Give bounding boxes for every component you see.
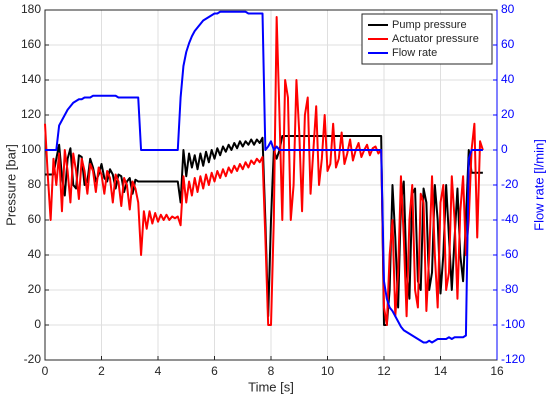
y2-tick-label: -40 (501, 212, 519, 226)
y-tick-label: 20 (28, 282, 42, 296)
y-tick-label: 120 (21, 107, 41, 121)
x-axis-label: Time [s] (248, 379, 294, 394)
series-line (44, 16, 484, 326)
y-tick-label: -20 (24, 352, 42, 366)
y-tick-label: 0 (34, 317, 41, 331)
x-tick-label: 14 (434, 364, 448, 378)
x-tick-label: 4 (155, 364, 162, 378)
y2-tick-label: -100 (501, 317, 525, 331)
y2-axis-label: Flow rate [l/min] (531, 139, 546, 231)
y-tick-label: 100 (21, 142, 41, 156)
y-tick-label: 80 (28, 177, 42, 191)
x-tick-label: 6 (211, 364, 218, 378)
x-tick-label: 16 (490, 364, 504, 378)
legend-label: Flow rate (392, 47, 437, 59)
y-tick-label: 180 (21, 2, 41, 16)
y-tick-label: 40 (28, 247, 42, 261)
y2-tick-label: -80 (501, 282, 519, 296)
y2-tick-label: 20 (501, 107, 515, 121)
legend-label: Actuator pressure (392, 33, 479, 45)
y2-tick-label: 40 (501, 72, 515, 86)
y2-tick-label: 0 (501, 142, 508, 156)
y-tick-label: 160 (21, 37, 41, 51)
y2-tick-label: -60 (501, 247, 519, 261)
x-tick-label: 10 (321, 364, 335, 378)
y2-tick-label: -120 (501, 352, 525, 366)
y2-tick-label: 60 (501, 37, 515, 51)
x-tick-label: 2 (98, 364, 105, 378)
y-axis-label: Pressure [bar] (3, 144, 18, 226)
legend-label: Pump pressure (392, 19, 467, 31)
series-line (45, 10, 483, 344)
y-tick-label: 140 (21, 72, 41, 86)
y2-tick-label: -20 (501, 177, 519, 191)
x-tick-label: 12 (377, 364, 391, 378)
y2-tick-label: 80 (501, 2, 515, 16)
x-tick-label: 8 (268, 364, 275, 378)
x-tick-label: 0 (42, 364, 49, 378)
y-tick-label: 60 (28, 212, 42, 226)
